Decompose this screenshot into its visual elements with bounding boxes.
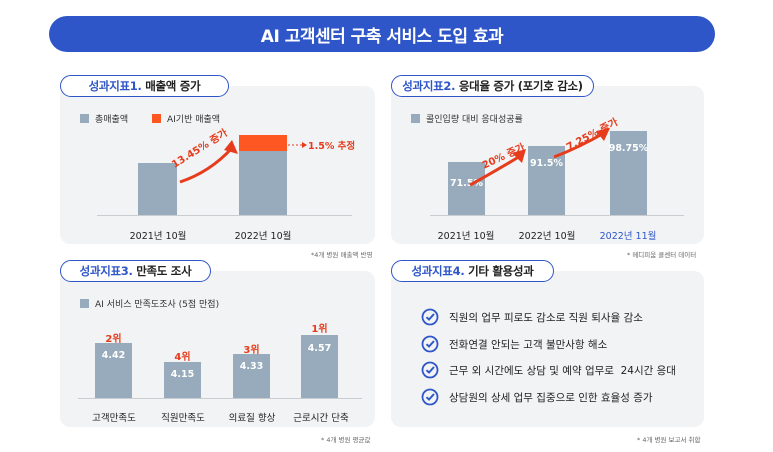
list-item-text: 상담원의 상세 업무 집중으로 인한 효율성 증가 (449, 391, 653, 404)
list-item: 전화연결 안되는 고객 불만사항 해소 (421, 335, 607, 353)
footnote: * 4개 병원 보고서 취합 (637, 436, 701, 444)
bar-staff-satisfaction (164, 362, 201, 398)
tab-title: 기타 활용성과 (468, 264, 534, 278)
x-label: 직원만족도 (161, 413, 205, 424)
tab-response-rate: 성과지표2. 응대율 증가 (포기호 감소) (391, 75, 594, 97)
check-circle-icon (421, 308, 439, 326)
list-item: 상담원의 상세 업무 집중으로 인한 효율성 증가 (421, 388, 653, 406)
tab-prefix: 성과지표2. (402, 79, 456, 93)
bar-response-2022-10 (528, 146, 565, 215)
bar-medical-quality (233, 354, 270, 398)
bar-value: 4.42 (101, 350, 126, 361)
rank-label: 4위 (174, 352, 191, 363)
growth-arrow-icon (469, 128, 610, 187)
panel-sales (60, 86, 375, 244)
tab-prefix: 성과지표1. (88, 79, 142, 93)
rank-label: 2위 (105, 334, 122, 345)
bar-value: 4.33 (239, 361, 264, 372)
page-title: AI 고객센터 구축 서비스 도입 효과 (49, 16, 715, 52)
legend-label: AI 서비스 만족도조사 (5점 만점) (95, 300, 220, 310)
estimate-label: 1.5% 추정 (308, 141, 356, 152)
legend-ai: AI기반 매출액 (152, 112, 220, 125)
x-label: 2022년 10월 (518, 231, 576, 242)
x-label: 2021년 10월 (129, 231, 187, 242)
list-item-text: 직원의 업무 피로도 감소로 직원 퇴사율 감소 (449, 311, 643, 324)
baseline (78, 398, 362, 399)
tab-satisfaction: 성과지표3. 만족도 조사 (60, 260, 211, 282)
tab-other-results: 성과지표4. 기타 활용성과 (391, 260, 554, 282)
legend-label: 총매출액 (95, 115, 129, 125)
legend-response: 콜인입량 대비 응대성공률 (411, 112, 523, 125)
rank-label: 1위 (311, 324, 328, 335)
check-circle-icon (421, 361, 439, 379)
x-label: 2022년 11월 (599, 231, 657, 242)
footnote: * 메디피움 콜센터 데이터 (627, 251, 697, 259)
footnote: * 4개 병원 평균값 (321, 436, 371, 444)
baseline (97, 215, 352, 216)
bar-2022-total (239, 151, 287, 215)
bar-value: 98.75% (608, 143, 649, 154)
panel-other-results (391, 271, 704, 427)
legend-swatch-gray (80, 114, 89, 123)
bar-value: 71.5% (450, 178, 483, 189)
legend-label: AI기반 매출액 (167, 115, 221, 125)
rank-label: 3위 (243, 345, 260, 356)
legend-swatch-gray (80, 299, 89, 308)
list-item: 근무 외 시간에도 상담 및 예약 업무로 24시간 응대 (421, 361, 676, 379)
bar-2021 (138, 163, 177, 215)
bar-customer-satisfaction (95, 343, 132, 398)
x-label: 근로시간 단축 (293, 413, 349, 424)
tab-prefix: 성과지표4. (411, 264, 465, 278)
tab-sales-increase: 성과지표1. 매출액 증가 (60, 75, 229, 97)
legend-label: 콜인입량 대비 응대성공률 (426, 115, 523, 125)
bar-work-hours (301, 335, 338, 398)
bar-value: 91.5% (530, 158, 563, 169)
check-circle-icon (421, 388, 439, 406)
x-label: 의료질 향상 (228, 413, 276, 424)
x-label: 2022년 10월 (234, 231, 292, 242)
list-item-text: 근무 외 시간에도 상담 및 예약 업무로 24시간 응대 (449, 364, 676, 377)
legend-total: 총매출액 (80, 112, 128, 125)
x-label: 고객만족도 (92, 413, 136, 424)
x-label: 2021년 10월 (437, 231, 495, 242)
legend-satisfaction: AI 서비스 만족도조사 (5점 만점) (80, 297, 219, 310)
bar-2022-ai (239, 135, 287, 151)
tab-title: 응대율 증가 (포기호 감소) (458, 79, 583, 93)
legend-swatch-orange (152, 114, 161, 123)
list-item: 직원의 업무 피로도 감소로 직원 퇴사율 감소 (421, 308, 643, 326)
tab-title: 매출액 증가 (145, 79, 201, 93)
bar-response-2022-11 (610, 131, 647, 215)
legend-swatch-gray (411, 114, 420, 123)
bar-value: 4.15 (170, 369, 195, 380)
list-item-text: 전화연결 안되는 고객 불만사항 해소 (449, 338, 608, 351)
footnote: *4개 병원 매출액 반영 (311, 251, 373, 259)
bar-response-2021-10 (448, 162, 485, 215)
check-circle-icon (421, 335, 439, 353)
tab-title: 만족도 조사 (136, 264, 192, 278)
bar-value: 4.57 (307, 343, 332, 354)
baseline (430, 215, 684, 216)
tab-prefix: 성과지표3. (79, 264, 133, 278)
dotted-arrow-icon (288, 142, 307, 148)
